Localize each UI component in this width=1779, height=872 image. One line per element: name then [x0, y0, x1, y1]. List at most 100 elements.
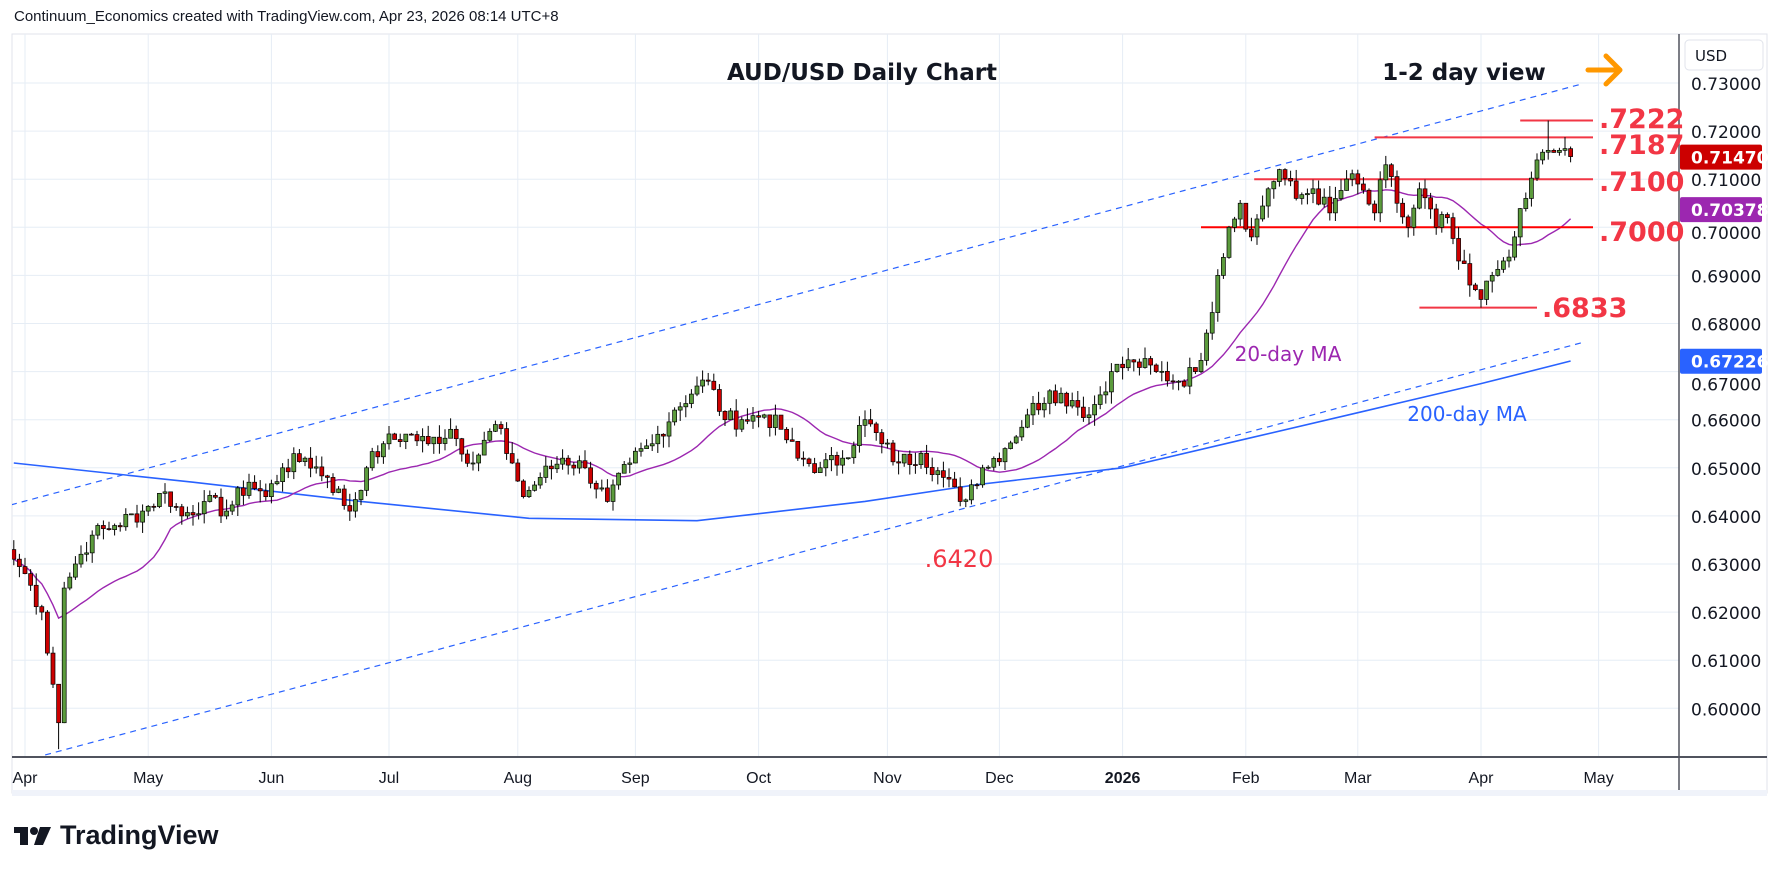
candle	[1327, 185, 1333, 221]
candle-body	[1159, 370, 1165, 373]
candle	[655, 425, 661, 453]
candle	[330, 473, 336, 496]
candle-body	[605, 487, 610, 502]
candle-body	[67, 576, 73, 589]
y-tick-label: 0.61000	[1691, 652, 1761, 672]
candle	[1501, 257, 1506, 273]
candle	[403, 433, 409, 450]
candle	[610, 479, 616, 511]
candle-body	[638, 448, 644, 452]
candle	[1428, 192, 1433, 219]
candle-body	[946, 477, 952, 480]
candle-body	[896, 461, 901, 464]
candle-body	[297, 453, 302, 462]
candle-body	[1372, 203, 1377, 214]
candle-body	[661, 433, 666, 437]
candle	[1529, 171, 1534, 207]
candle	[196, 502, 201, 520]
candle	[67, 572, 73, 591]
candle	[722, 410, 728, 426]
candle-body	[1293, 180, 1299, 199]
candle-body	[599, 487, 605, 490]
candle	[442, 429, 448, 451]
candle-body	[862, 419, 868, 426]
candle	[873, 421, 879, 441]
currency-label: USD	[1695, 47, 1727, 65]
candle-body	[1545, 149, 1551, 153]
candle-body	[1501, 260, 1506, 270]
candle-body	[941, 470, 946, 478]
candle-body	[151, 505, 157, 508]
candle-body	[145, 505, 151, 512]
price-badge-label: 0.70378	[1691, 201, 1768, 221]
ma20-label: 20-day MA	[1235, 342, 1342, 366]
candle	[61, 581, 67, 724]
candle	[700, 370, 705, 393]
y-tick-label: 0.70000	[1691, 224, 1761, 244]
candle-body	[213, 495, 218, 498]
candle	[246, 473, 252, 499]
candle	[1125, 347, 1131, 371]
x-tick-label: Feb	[1232, 770, 1260, 787]
candle	[756, 410, 761, 428]
candle	[728, 408, 733, 421]
candle-body	[1394, 176, 1400, 204]
candle-body	[1512, 236, 1517, 258]
candle	[73, 556, 78, 580]
y-tick-label: 0.60000	[1691, 700, 1761, 720]
candle-body	[823, 459, 829, 469]
candle-body	[1461, 260, 1467, 264]
candle-body	[470, 462, 476, 465]
candle-body	[1187, 367, 1193, 387]
x-tick-label: 2026	[1105, 770, 1141, 787]
candle-body	[1075, 400, 1081, 408]
candle-body	[1181, 380, 1187, 387]
candle-body	[750, 415, 756, 422]
tradingview-logo[interactable]: TradingView	[14, 820, 219, 851]
candle-body	[280, 467, 285, 482]
candle-body	[241, 487, 246, 496]
candle-body	[89, 534, 95, 554]
candle	[1131, 359, 1137, 372]
candle	[1159, 361, 1165, 382]
candle-body	[291, 453, 297, 473]
candle	[56, 683, 61, 750]
candle	[392, 432, 397, 440]
candle-body	[185, 512, 190, 517]
candle-body	[61, 587, 67, 724]
candle	[84, 541, 89, 562]
candle	[526, 486, 532, 499]
candle-body	[112, 525, 117, 530]
channel-lower-line	[45, 341, 1586, 756]
candle-body	[1562, 148, 1568, 151]
candle	[907, 450, 913, 475]
candle	[1025, 408, 1030, 429]
candle-body	[711, 380, 717, 390]
candle-body	[409, 433, 414, 436]
candle-body	[493, 424, 498, 432]
candle-body	[1013, 436, 1019, 444]
candle-body	[543, 465, 549, 478]
candle	[543, 456, 549, 483]
candle	[588, 461, 593, 489]
candle-body	[616, 472, 621, 486]
candle-body	[733, 410, 739, 430]
level-label: .7100	[1599, 167, 1684, 198]
candle-body	[1568, 148, 1573, 157]
candle-body	[745, 419, 750, 422]
candle	[173, 503, 179, 511]
candle-body	[1338, 190, 1344, 199]
candle	[896, 450, 901, 475]
candle-body	[1349, 173, 1355, 180]
candle	[308, 447, 313, 478]
candle	[1204, 329, 1209, 366]
candle-body	[1305, 193, 1310, 196]
arrow-right-icon	[1585, 53, 1623, 87]
candle	[1551, 148, 1557, 153]
candle	[1545, 120, 1551, 160]
candle-body	[17, 558, 22, 567]
candle-body	[1422, 188, 1428, 199]
candle-body	[1478, 289, 1484, 300]
candle	[1198, 352, 1204, 374]
